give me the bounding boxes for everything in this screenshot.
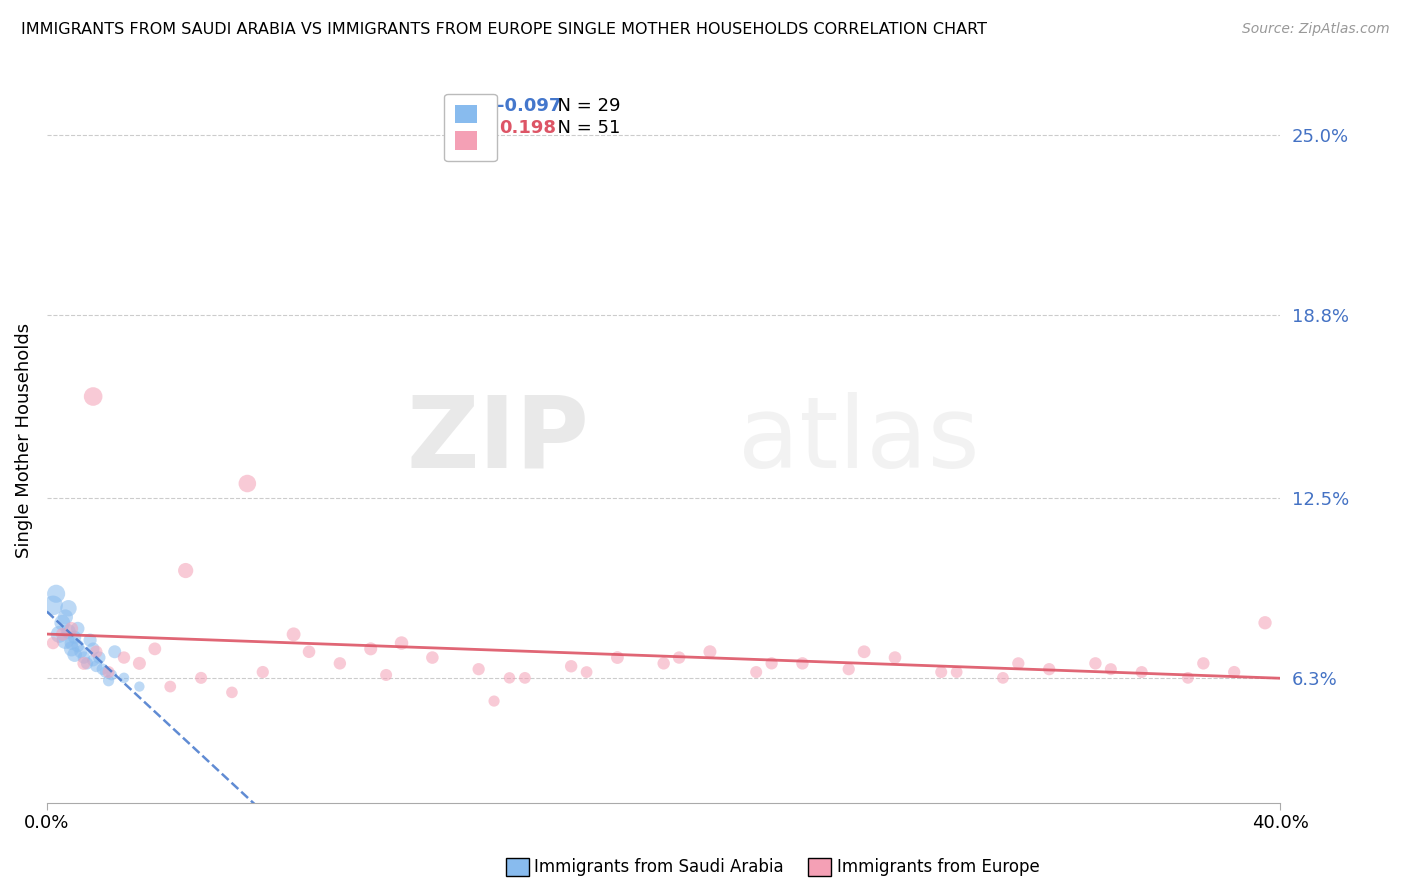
Point <box>1038 662 1060 676</box>
Point <box>69 645 91 659</box>
Point <box>1084 657 1107 671</box>
Point <box>652 657 675 671</box>
Point <box>128 680 150 694</box>
Point <box>513 671 536 685</box>
Text: R =: R = <box>464 120 503 137</box>
Point <box>174 564 197 578</box>
Text: Immigrants from Saudi Arabia: Immigrants from Saudi Arabia <box>534 858 785 876</box>
Point <box>375 668 398 682</box>
Point <box>1254 615 1277 630</box>
Point <box>60 636 83 650</box>
Point <box>97 673 120 688</box>
Point <box>929 665 952 679</box>
Point <box>560 659 582 673</box>
Point <box>84 659 107 673</box>
Text: Immigrants from Europe: Immigrants from Europe <box>837 858 1039 876</box>
Point <box>73 657 96 671</box>
Point <box>391 636 413 650</box>
Point <box>298 645 321 659</box>
Text: atlas: atlas <box>738 392 980 489</box>
Point <box>82 641 104 656</box>
Point <box>467 662 489 676</box>
Text: 0.198: 0.198 <box>499 120 557 137</box>
Point <box>1223 665 1246 679</box>
Point <box>761 657 783 671</box>
Point <box>112 671 135 685</box>
Text: -0.097: -0.097 <box>498 97 561 115</box>
Point <box>792 657 814 671</box>
Point <box>606 650 628 665</box>
Point <box>73 650 96 665</box>
Point <box>190 671 212 685</box>
Point <box>221 685 243 699</box>
Point <box>884 650 907 665</box>
Text: N = 29: N = 29 <box>547 97 621 115</box>
Point <box>575 665 598 679</box>
Point <box>1007 657 1029 671</box>
Point <box>498 671 520 685</box>
Point <box>1177 671 1199 685</box>
Point <box>945 665 967 679</box>
Point <box>42 599 65 613</box>
Y-axis label: Single Mother Households: Single Mother Households <box>15 322 32 558</box>
Point <box>838 662 860 676</box>
Point <box>236 476 259 491</box>
Point <box>1192 657 1215 671</box>
Point <box>422 650 444 665</box>
Point <box>60 641 83 656</box>
Point <box>66 622 89 636</box>
Text: Source: ZipAtlas.com: Source: ZipAtlas.com <box>1241 22 1389 37</box>
Point <box>97 665 120 679</box>
Text: ZIP: ZIP <box>406 392 589 489</box>
Point <box>128 657 150 671</box>
Point <box>1130 665 1153 679</box>
Point <box>51 615 73 630</box>
Legend: , : , <box>444 94 496 161</box>
Point <box>58 601 80 615</box>
Point <box>63 630 86 644</box>
Point <box>745 665 768 679</box>
Point <box>42 636 65 650</box>
Point <box>94 665 117 679</box>
Point <box>668 650 690 665</box>
Point <box>159 680 181 694</box>
Text: N = 51: N = 51 <box>547 120 621 137</box>
Point <box>55 610 77 624</box>
Point <box>82 390 104 404</box>
Point <box>55 633 77 648</box>
Point <box>104 645 127 659</box>
Point <box>100 668 122 682</box>
Point <box>252 665 274 679</box>
Text: R =: R = <box>464 97 503 115</box>
Point <box>482 694 505 708</box>
Point <box>991 671 1014 685</box>
Point <box>112 650 135 665</box>
Point <box>89 650 111 665</box>
Point <box>1099 662 1122 676</box>
Point <box>329 657 352 671</box>
Point <box>79 633 101 648</box>
Point <box>60 622 83 636</box>
Point <box>63 648 86 662</box>
Point <box>283 627 305 641</box>
Point <box>66 639 89 653</box>
Point <box>853 645 876 659</box>
Point <box>82 653 104 667</box>
Point <box>84 645 107 659</box>
Point <box>51 627 73 641</box>
Point <box>143 641 166 656</box>
Point <box>45 587 67 601</box>
Point <box>58 624 80 639</box>
Point <box>48 627 70 641</box>
Point <box>360 641 382 656</box>
Point <box>91 662 114 676</box>
Point <box>699 645 721 659</box>
Point <box>76 657 98 671</box>
Text: IMMIGRANTS FROM SAUDI ARABIA VS IMMIGRANTS FROM EUROPE SINGLE MOTHER HOUSEHOLDS : IMMIGRANTS FROM SAUDI ARABIA VS IMMIGRAN… <box>21 22 987 37</box>
